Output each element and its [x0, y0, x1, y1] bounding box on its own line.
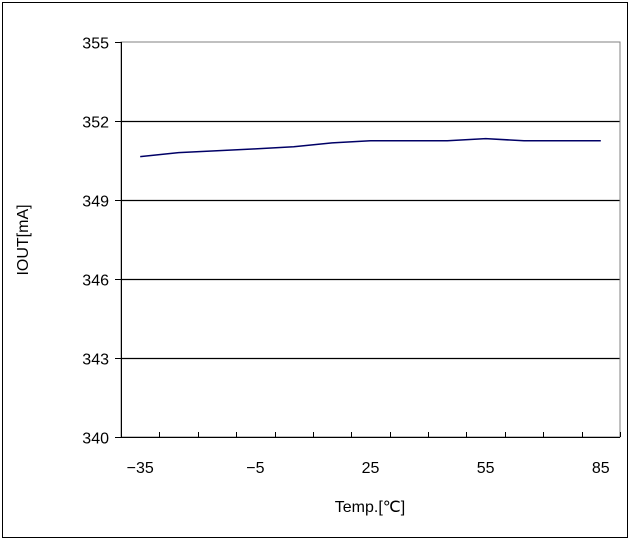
chart-frame	[2, 2, 628, 538]
x-tick-label: 85	[592, 460, 610, 477]
y-tick-label: 352	[82, 115, 109, 132]
x-tick-label: 25	[362, 460, 380, 477]
y-tick-label: 340	[82, 431, 109, 448]
plot-area-border	[120, 41, 621, 438]
y-tick-label: 343	[82, 352, 109, 369]
y-tick-label: 346	[82, 273, 109, 290]
x-tick-label: −5	[246, 460, 264, 477]
x-tick-label: 55	[477, 460, 495, 477]
x-axis-title: Temp.[℃]	[335, 499, 405, 516]
y-axis-title: IOUT[mA]	[15, 204, 32, 275]
y-tick-label: 355	[82, 36, 109, 53]
y-tick-label: 349	[82, 194, 109, 211]
series-line	[140, 137, 601, 158]
x-tick-label: −35	[127, 460, 154, 477]
